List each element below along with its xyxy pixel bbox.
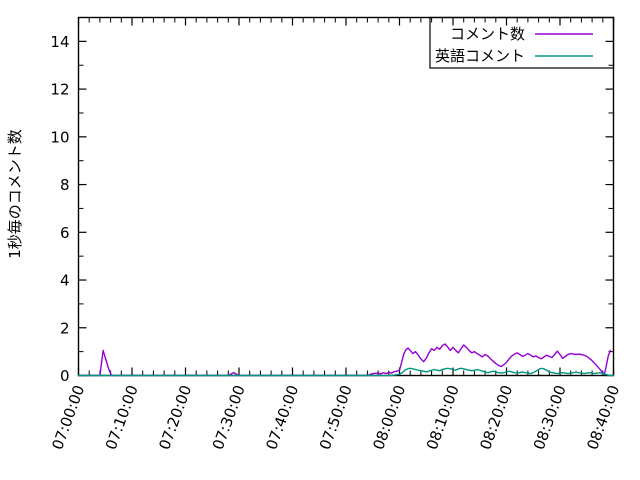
- y-tick-label: 14: [50, 33, 69, 51]
- y-tick-label: 0: [60, 367, 70, 385]
- y-tick-label: 4: [60, 272, 70, 290]
- y-axis-tick-labels: 0 2 4 6 8 10 12 14: [50, 33, 69, 385]
- y-tick-label: 6: [60, 224, 70, 242]
- legend-border: [429, 16, 615, 69]
- data-series-group: [77, 343, 615, 377]
- y-tick-label: 12: [50, 81, 69, 99]
- y-tick-label: 10: [50, 128, 69, 146]
- y-tick-label: 8: [60, 176, 70, 194]
- legend-label: コメント数: [450, 25, 525, 43]
- y-axis-title: 1秒毎のコメント数: [6, 129, 24, 259]
- y-tick-label: 2: [60, 319, 70, 337]
- legend-label: 英語コメント: [435, 47, 525, 65]
- series-line-english-comment: [77, 367, 615, 377]
